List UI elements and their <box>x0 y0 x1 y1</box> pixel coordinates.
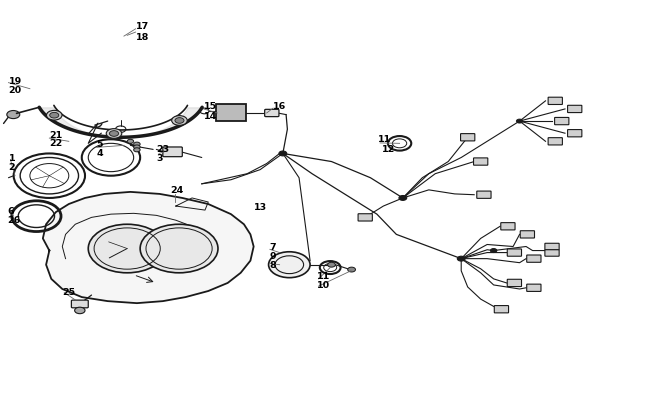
Circle shape <box>348 267 356 272</box>
Text: 1: 1 <box>8 153 15 162</box>
FancyBboxPatch shape <box>476 192 491 199</box>
FancyBboxPatch shape <box>163 147 182 157</box>
FancyBboxPatch shape <box>520 231 534 239</box>
FancyBboxPatch shape <box>548 139 562 145</box>
Text: 5: 5 <box>97 139 103 149</box>
Text: 26: 26 <box>7 215 20 224</box>
Text: 7: 7 <box>270 243 276 252</box>
FancyBboxPatch shape <box>216 105 246 122</box>
Text: 13: 13 <box>254 202 266 211</box>
Circle shape <box>6 111 20 119</box>
Circle shape <box>458 257 465 262</box>
Circle shape <box>279 151 287 156</box>
FancyBboxPatch shape <box>474 158 488 166</box>
Circle shape <box>49 113 58 119</box>
FancyBboxPatch shape <box>554 118 569 126</box>
Text: 22: 22 <box>49 139 62 148</box>
Circle shape <box>328 262 335 267</box>
Text: 25: 25 <box>62 288 75 296</box>
Text: 4: 4 <box>97 149 103 158</box>
Circle shape <box>109 131 118 137</box>
FancyBboxPatch shape <box>500 223 515 230</box>
Circle shape <box>75 307 85 314</box>
Text: 8: 8 <box>270 260 277 269</box>
Text: 20: 20 <box>8 86 21 95</box>
Text: 11: 11 <box>317 271 330 280</box>
Circle shape <box>106 129 122 139</box>
FancyBboxPatch shape <box>567 130 582 138</box>
FancyBboxPatch shape <box>507 279 521 287</box>
Circle shape <box>175 118 184 124</box>
FancyBboxPatch shape <box>548 98 562 105</box>
Circle shape <box>134 145 140 149</box>
Circle shape <box>140 225 218 273</box>
Text: 12: 12 <box>382 144 395 153</box>
Text: 3: 3 <box>157 153 163 162</box>
Text: 14: 14 <box>203 111 217 120</box>
Text: 21: 21 <box>49 130 62 139</box>
Circle shape <box>127 140 134 144</box>
FancyBboxPatch shape <box>526 256 541 262</box>
Text: 6: 6 <box>7 206 14 215</box>
Circle shape <box>516 120 523 124</box>
FancyBboxPatch shape <box>358 214 372 222</box>
FancyBboxPatch shape <box>507 249 521 257</box>
Circle shape <box>268 252 310 278</box>
FancyBboxPatch shape <box>545 250 559 257</box>
Polygon shape <box>43 192 254 303</box>
FancyBboxPatch shape <box>461 134 475 142</box>
Circle shape <box>134 148 140 152</box>
FancyBboxPatch shape <box>567 106 582 113</box>
Text: 15: 15 <box>203 102 217 111</box>
Text: 9: 9 <box>270 251 276 260</box>
FancyBboxPatch shape <box>545 244 559 250</box>
Text: 24: 24 <box>171 186 184 195</box>
Text: 11: 11 <box>378 134 391 143</box>
Circle shape <box>134 143 140 147</box>
FancyBboxPatch shape <box>526 284 541 292</box>
Circle shape <box>172 116 187 126</box>
Text: 10: 10 <box>317 280 330 289</box>
Circle shape <box>490 249 497 253</box>
Text: 18: 18 <box>136 32 149 41</box>
Text: 19: 19 <box>8 77 21 86</box>
Circle shape <box>88 225 166 273</box>
Text: 2: 2 <box>8 163 15 172</box>
Text: 23: 23 <box>157 145 170 154</box>
Text: 16: 16 <box>273 102 287 111</box>
FancyBboxPatch shape <box>265 110 279 117</box>
Circle shape <box>399 196 407 201</box>
Circle shape <box>46 111 62 121</box>
FancyBboxPatch shape <box>494 306 508 313</box>
FancyBboxPatch shape <box>72 301 88 308</box>
Text: 17: 17 <box>136 22 149 32</box>
